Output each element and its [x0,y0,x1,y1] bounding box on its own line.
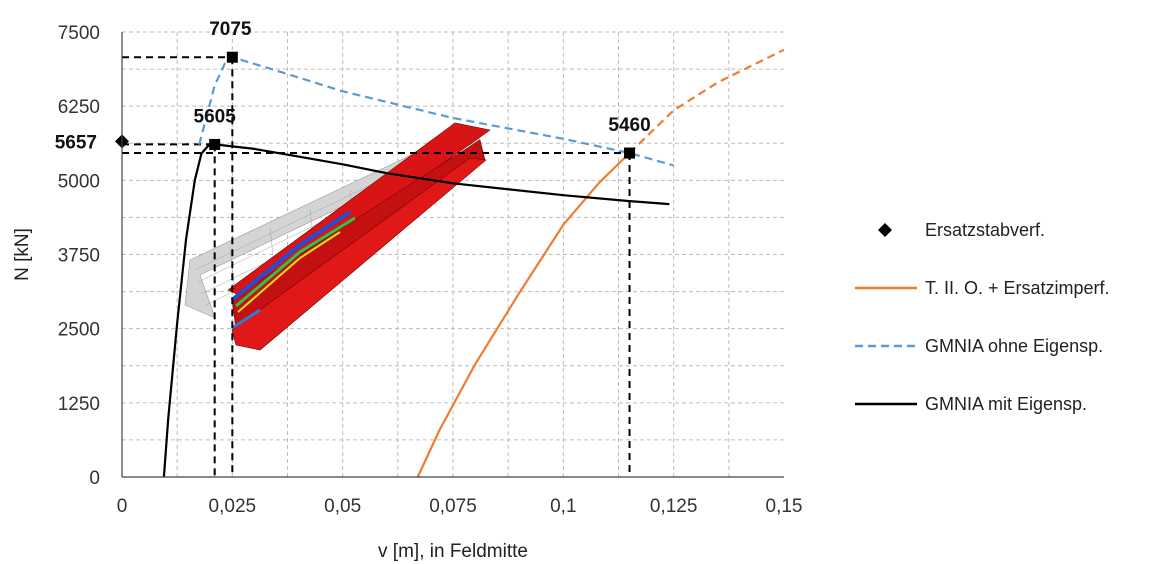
markers-layer [115,51,636,159]
x-tick-label: 0,1 [550,496,576,517]
legend-label: GMNIA ohne Eigensp. [925,336,1103,356]
beam-fe-model-illustration [184,122,491,351]
fe-stress-band-green [235,216,356,308]
x-tick-label: 0,025 [209,496,257,517]
fe-stress-band-lower [231,308,261,330]
y-tick-label: 0 [89,468,100,489]
y-tick-label: 5000 [58,171,100,192]
fe-stress-band-blue [230,210,352,302]
x-tick-label: 0,05 [324,496,361,517]
series-line [162,143,670,478]
series-line [416,152,631,478]
annotation-label: 5605 [194,106,237,127]
fe-stress-band-yellow [237,231,341,313]
y-tick-label: 6250 [58,97,100,118]
y-axis-label: N [kN] [12,228,33,281]
fe-beam-deformed-bottom [231,157,487,351]
y-tick-label: 2500 [58,320,100,341]
point-marker [624,147,636,159]
x-axis-label: v [m], in Feldmitte [378,541,528,562]
legend-marker [878,223,892,237]
x-tick-label: 0 [117,496,128,517]
legend-label: T. II. O. + Ersatzimperf. [925,278,1110,298]
x-tick-label: 0,125 [650,496,698,517]
axes-layer: 0 0,025 0,05 0,075 0,1 0,125 0,15 0 1250 2500 3750… [12,23,802,562]
series-layer [162,48,785,478]
series-line-extension [628,48,785,154]
annotations-layer: 7075 5605 5460 5657 [55,19,651,153]
annotation-label: 7075 [209,19,252,40]
legend-label: Ersatzstabverf. [925,220,1045,240]
x-tick-label: 0,075 [429,496,477,517]
series-line [198,56,674,167]
legend-label: GMNIA mit Eigensp. [925,394,1087,414]
legend: Ersatzstabverf. T. II. O. + Ersatzimperf.… [855,220,1110,414]
reference-lines [122,56,631,477]
annotation-label: 5460 [608,115,650,136]
point-marker [226,51,238,63]
x-tick-label: 0,15 [766,496,803,517]
y-tick-label: 1250 [58,394,100,415]
y-tick-label: 7500 [58,23,100,44]
annotation-label: 5657 [55,132,97,153]
y-tick-label: 3750 [58,246,100,267]
point-marker [209,138,221,150]
